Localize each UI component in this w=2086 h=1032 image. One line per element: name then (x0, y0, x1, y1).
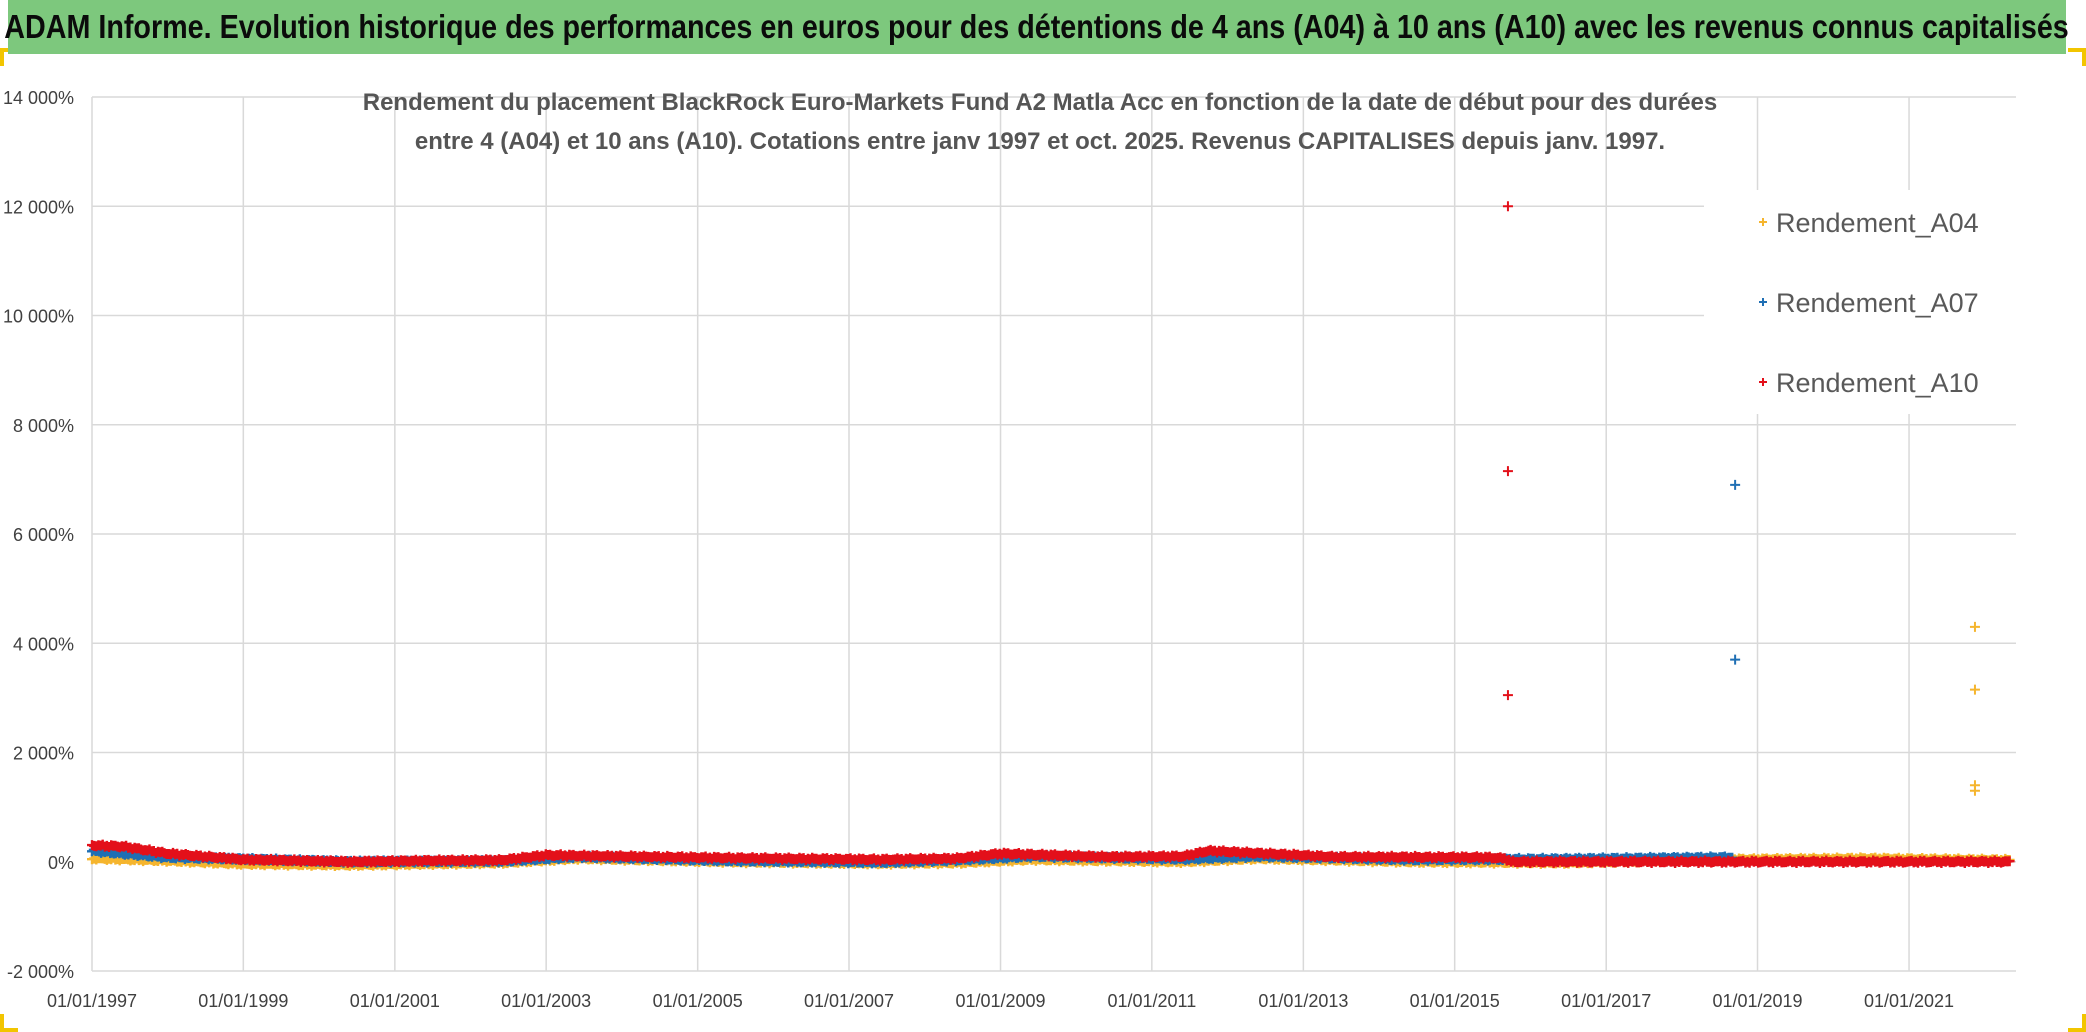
x-tick-label: 01/01/1997 (47, 991, 137, 1011)
report-banner-title: ADAM Informe. Evolution historique des p… (4, 8, 2070, 45)
series-Rendement_A04 (87, 621, 2015, 871)
data-points (87, 201, 2015, 871)
y-tick-label: 14 000% (3, 88, 74, 108)
x-tick-label: 01/01/2021 (1864, 991, 1954, 1011)
series-Rendement_A07 (87, 479, 1741, 869)
legend-marker (1759, 218, 1767, 226)
y-tick-label: 8 000% (13, 416, 74, 436)
outlier-point (1969, 684, 1980, 695)
outlier-point (1502, 201, 1513, 212)
legend-marker (1759, 298, 1767, 306)
y-tick-label: 4 000% (13, 634, 74, 654)
outlier-point (1502, 690, 1513, 701)
outlier-point (1502, 466, 1513, 477)
x-tick-label: 01/01/2009 (955, 991, 1045, 1011)
x-tick-label: 01/01/2017 (1561, 991, 1651, 1011)
y-tick-label: 12 000% (3, 197, 74, 217)
y-tick-label: 2 000% (13, 744, 74, 764)
corner-marker-bottom-right (2068, 1014, 2086, 1032)
y-tick-label: 10 000% (3, 307, 74, 327)
corner-marker-bottom-left (0, 1014, 18, 1032)
outlier-point (1969, 621, 1980, 632)
y-tick-label: -2 000% (7, 962, 74, 982)
x-tick-label: 01/01/2007 (804, 991, 894, 1011)
x-tick-label: 01/01/1999 (198, 991, 288, 1011)
x-tick-label: 01/01/2015 (1410, 991, 1500, 1011)
y-tick-label: 6 000% (13, 525, 74, 545)
series-points-Rendement_A10 (87, 839, 2015, 868)
x-tick-label: 01/01/2001 (350, 991, 440, 1011)
legend-label: Rendement_A07 (1776, 288, 1979, 318)
x-tick-label: 01/01/2005 (653, 991, 743, 1011)
outlier-point (1730, 479, 1741, 490)
report-banner: ADAM Informe. Evolution historique des p… (5, 0, 2069, 54)
outlier-point (1730, 654, 1741, 665)
x-tick-label: 01/01/2013 (1258, 991, 1348, 1011)
legend-label: Rendement_A04 (1776, 208, 1979, 238)
chart-title-line: entre 4 (A04) et 10 ans (A10). Cotations… (415, 128, 1665, 155)
legend-box (1704, 190, 2018, 414)
x-tick-label: 01/01/2011 (1107, 991, 1196, 1011)
series-Rendement_A10 (87, 201, 2015, 868)
chart-title: Rendement du placement BlackRock Euro-Ma… (363, 89, 1718, 155)
x-tick-label: 01/01/2019 (1712, 991, 1802, 1011)
y-tick-label: 0% (48, 853, 74, 873)
outlier-point (1969, 785, 1980, 796)
legend-marker (1759, 378, 1767, 386)
x-tick-label: 01/01/2003 (501, 991, 591, 1011)
axes: -2 000% 0% 2 000% 4 000% 6 000% 8 000% 10 000%… (3, 88, 1954, 1011)
legend: Rendement_A04 Rendement_A07 Rendement_A10 (1704, 190, 2018, 414)
performance-scatter-chart: -2 000% 0% 2 000% 4 000% 6 000% 8 000% 10 000%… (3, 88, 2018, 1011)
corner-marker-top-right (2068, 48, 2086, 66)
chart-title-line: Rendement du placement BlackRock Euro-Ma… (363, 89, 1718, 116)
legend-label: Rendement_A10 (1776, 368, 1979, 398)
